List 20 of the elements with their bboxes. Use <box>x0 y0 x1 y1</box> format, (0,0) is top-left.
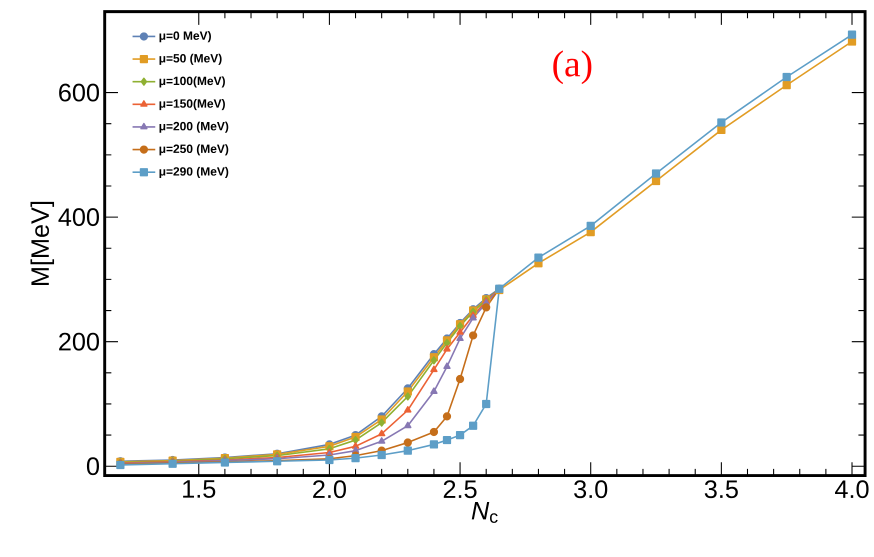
legend-label: μ=250 (MeV) <box>160 144 228 156</box>
x-tick-label: 1.5 <box>183 480 216 498</box>
x-tick-label: 3.0 <box>574 480 608 498</box>
y-tick-label: 600 <box>59 83 99 102</box>
legend-label: μ=150(MeV) <box>160 98 225 110</box>
y-tick-label: 200 <box>59 332 99 350</box>
legend-label: μ=0 MeV) <box>160 30 211 42</box>
annotation: (a) <box>553 50 592 84</box>
x-tick-label: 2.0 <box>313 480 346 498</box>
x-tick-label: 3.5 <box>704 480 738 498</box>
y-tick-label: 400 <box>58 208 99 226</box>
x-axis-title: N$_{c}$ <box>472 502 498 523</box>
legend-label: μ=200 (MeV) <box>160 121 228 133</box>
x-tick-label: 4.0 <box>835 480 869 498</box>
legend-label: μ=290 (MeV) <box>160 166 228 178</box>
legend-label: μ=100(MeV) <box>160 76 225 88</box>
y-tick-label: 0 <box>86 457 99 476</box>
y-axis-title: M[MeV] <box>30 202 54 285</box>
legend-label: μ=50 (MeV) <box>160 54 222 65</box>
x-tick-label: 2.5 <box>444 480 477 498</box>
